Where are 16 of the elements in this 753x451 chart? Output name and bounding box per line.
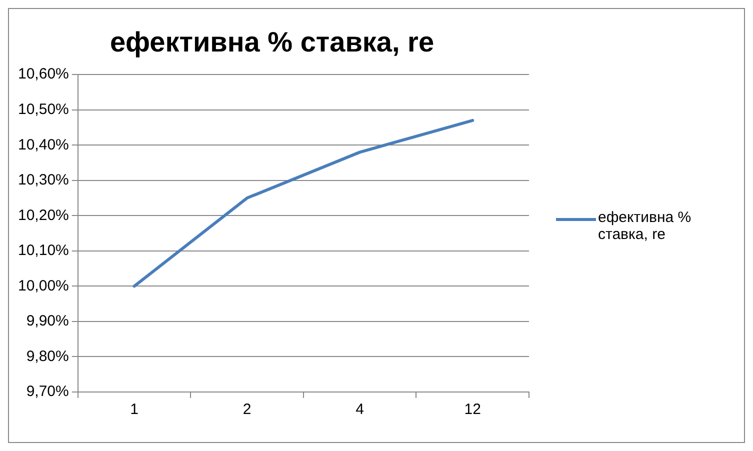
- y-tick-label: 10,00%: [18, 277, 69, 294]
- x-tick-label: 2: [242, 401, 252, 418]
- y-tick-label: 9,70%: [26, 383, 69, 400]
- y-tick-label: 10,50%: [18, 101, 69, 118]
- y-tick-label: 9,90%: [26, 312, 69, 330]
- y-tick-label: 9,80%: [26, 348, 69, 365]
- x-tick-label: 4: [356, 401, 364, 418]
- y-tick-label: 10,10%: [18, 242, 69, 260]
- chart-title: ефективна % ставка, re: [110, 26, 434, 58]
- y-tick-label: 10,30%: [18, 172, 69, 189]
- y-tick-label: 10,60%: [18, 66, 69, 83]
- y-tick-label: 10,20%: [18, 206, 69, 224]
- x-tick-label: 1: [130, 401, 138, 418]
- legend-label: ефективна % ставка, re: [598, 208, 692, 242]
- y-tick-label: 10,40%: [18, 136, 69, 154]
- x-tick-label: 12: [464, 401, 481, 418]
